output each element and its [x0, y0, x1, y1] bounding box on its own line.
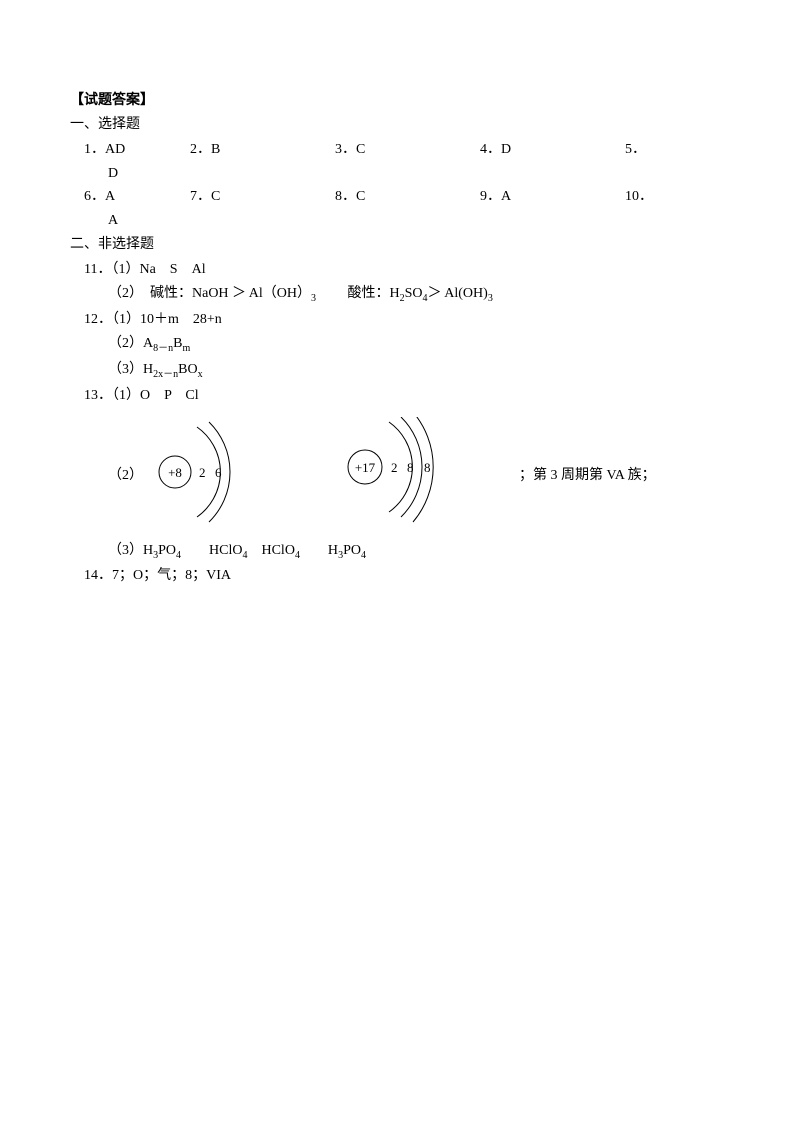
- atom-diagram-1: +8 2 6: [149, 417, 279, 535]
- q5-answer-wrap: D: [70, 163, 730, 185]
- atom1-nucleus-text: +8: [168, 465, 182, 480]
- q11-line2: （2） 碱性：NaOH ＞ Al（OH）3 酸性：H2SO4＞ Al(OH)3: [70, 283, 730, 307]
- q11-l2d: ＞ Al(OH): [428, 286, 488, 301]
- q13-line3: （3）H3PO4 HClO4 HClO4 H3PO4: [70, 540, 730, 564]
- q13-l3f: PO: [343, 543, 361, 558]
- q4-answer: 4．D: [480, 139, 625, 161]
- q13-line2-suffix: ；第 3 周期第 VA 族；: [519, 465, 656, 487]
- q12-l2-sub1: 8－n: [153, 343, 173, 354]
- q11-l2a: （2） 碱性：NaOH ＞ Al（OH）: [108, 286, 311, 301]
- q12-line2: （2）A8－nBm: [70, 333, 730, 357]
- q13-l3a: （3）H: [108, 543, 153, 558]
- atom1-svg: +8 2 6: [149, 417, 279, 527]
- q12-l2a: （2）A: [108, 336, 153, 351]
- atom2-shell1-label: 2: [391, 460, 398, 475]
- atom2-nucleus-text: +17: [355, 460, 376, 475]
- q8-answer: 8．C: [335, 186, 480, 208]
- section1-heading: 一、选择题: [70, 114, 730, 136]
- q12-l3a: （3）H: [108, 362, 153, 377]
- q11-l2c: SO: [405, 286, 423, 301]
- atom2-shell2-label: 8: [407, 460, 414, 475]
- q12-l3-sub1: 2x－n: [153, 369, 178, 380]
- q12-line3: （3）H2x－nBOx: [70, 359, 730, 383]
- q13-l3-sub6: 4: [361, 549, 366, 560]
- q12-l2-sub2: m: [182, 343, 190, 354]
- q1-answer: 1．AD: [84, 139, 190, 161]
- q11-l2-sub4: 3: [488, 293, 493, 304]
- q13-line1: 13．（1）O P Cl: [70, 385, 730, 407]
- q7-answer: 7．C: [190, 186, 335, 208]
- q13-l3e: H: [300, 543, 338, 558]
- atom1-shell1-label: 2: [199, 465, 206, 480]
- atom1-shell2-label: 6: [215, 465, 222, 480]
- q5-answer: 5．: [625, 139, 646, 161]
- q6-answer: 6．A: [84, 186, 190, 208]
- q12-line1: 12．（1）10＋m 28+n: [70, 309, 730, 331]
- q11-l2b: 酸性：H: [316, 286, 400, 301]
- answer-row-2: 6．A 7．C 8．C 9．A 10．: [70, 186, 730, 208]
- q14-line1: 14．7；O；气；8；VIA: [70, 565, 730, 587]
- q12-l3b: BO: [178, 362, 197, 377]
- q9-answer: 9．A: [480, 186, 625, 208]
- atom2-svg: +17 2 8 8: [339, 417, 499, 527]
- q2-answer: 2．B: [190, 139, 335, 161]
- q3-answer: 3．C: [335, 139, 480, 161]
- q10-answer-wrap: A: [70, 210, 730, 232]
- q10-answer: 10．: [625, 186, 653, 208]
- atom-diagram-2: +17 2 8 8: [339, 417, 499, 535]
- answer-title: 【试题答案】: [70, 90, 730, 112]
- q12-l3-sub2: x: [198, 369, 203, 380]
- q13-l3b: PO: [158, 543, 176, 558]
- q11-line1: 11．（1）Na S Al: [70, 259, 730, 281]
- q13-l3c: HClO: [181, 543, 242, 558]
- section2-heading: 二、非选择题: [70, 234, 730, 256]
- q13-line2-prefix: （2）: [108, 465, 143, 487]
- q13-diagram-row: （2） +8 2 6 +17 2 8 8 ；第 3 周期第 VA 族；: [70, 417, 730, 535]
- atom2-shell3-label: 8: [424, 460, 431, 475]
- q13-l3d: HClO: [247, 543, 294, 558]
- answer-row-1: 1．AD 2．B 3．C 4．D 5．: [70, 139, 730, 161]
